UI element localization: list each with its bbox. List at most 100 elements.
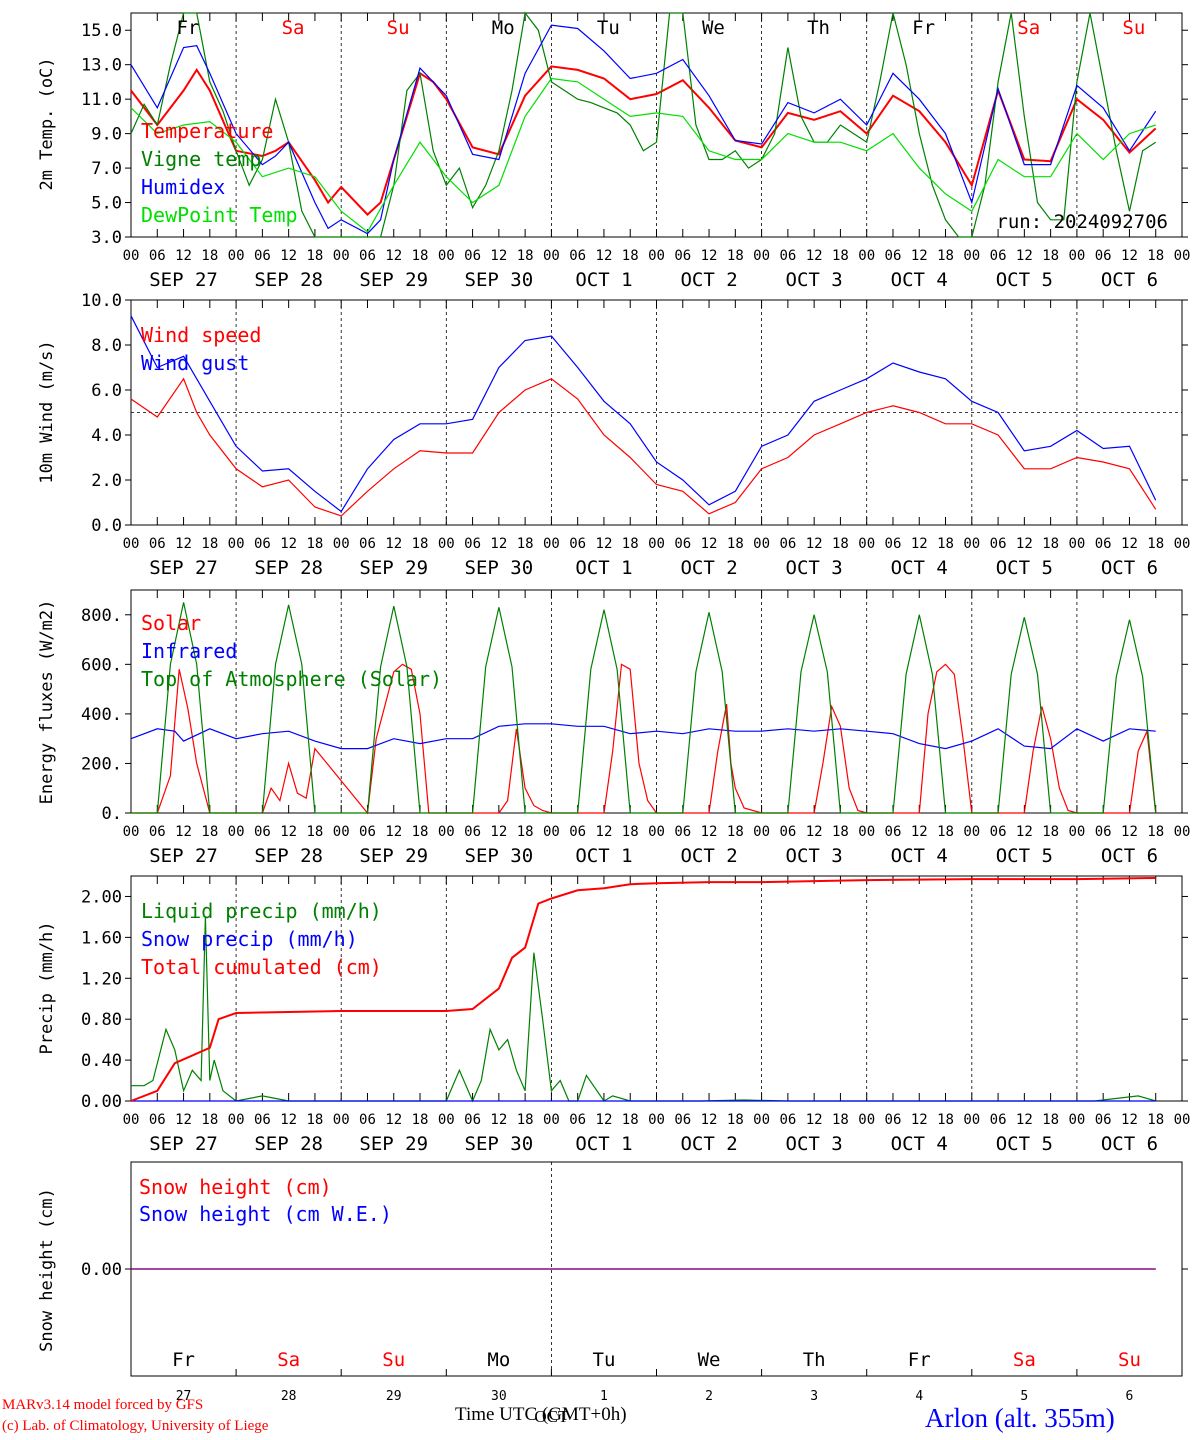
- panel-2-hour-label: 12: [911, 536, 928, 552]
- panel-2-date-label: OCT 1: [575, 557, 632, 579]
- panel-1-hour-label: 06: [885, 248, 902, 264]
- panel-3-y-tick-label: 200.: [81, 754, 122, 774]
- panel-2-hour-label: 12: [806, 536, 823, 552]
- panel-2-hour-label: 18: [201, 536, 218, 552]
- panel-3-hour-label: 06: [885, 824, 902, 840]
- panel-4-y-axis-label: Precip (mm/h): [37, 921, 57, 1054]
- day-number-label: 30: [491, 1389, 507, 1404]
- panel-2-hour-label: 06: [674, 536, 691, 552]
- panel-4-hour-label: 12: [175, 1112, 192, 1128]
- panel-2-hour-label: 12: [175, 536, 192, 552]
- credit-line-2: (c) Lab. of Climatology, University of L…: [2, 1418, 269, 1434]
- panel-2-hour-label: 00: [228, 536, 245, 552]
- panel-4-legend-entry: Liquid precip (mm/h): [141, 899, 382, 923]
- credit-line-1: MARv3.14 model forced by GFS: [2, 1397, 204, 1413]
- panel-1-hour-label: 12: [1121, 248, 1138, 264]
- panel-2-date-label: SEP 28: [254, 557, 323, 579]
- day-number-label: 6: [1126, 1389, 1134, 1404]
- panel-2-hour-label: 12: [490, 536, 507, 552]
- panel-4-date-label: SEP 29: [359, 1133, 428, 1155]
- panel-1-date-label: OCT 5: [996, 269, 1053, 291]
- panel-5-y-axis-label: Snow height (cm): [37, 1188, 57, 1352]
- panel-3-hour-label: 18: [201, 824, 218, 840]
- panel-1-series-dewpoint-temp: [130, 77, 1156, 233]
- panel-2-hour-label: 06: [149, 536, 166, 552]
- panel-2-y-tick-label: 0.0: [91, 516, 122, 536]
- panel-2-hour-label: 12: [1016, 536, 1033, 552]
- panel-2-y-tick-label: 2.0: [91, 471, 122, 491]
- panel-3-date-label: OCT 1: [575, 845, 632, 867]
- panel-1-date-label: OCT 1: [575, 269, 632, 291]
- weekday-label-bottom: Mo: [487, 1349, 510, 1371]
- panel-4-hour-label: 00: [123, 1112, 140, 1128]
- panel-3-series-infrared: [130, 723, 1156, 750]
- panel-1-date-label: SEP 30: [465, 269, 534, 291]
- panel-3-date-label: OCT 3: [786, 845, 843, 867]
- panel-4-hour-label: 18: [727, 1112, 744, 1128]
- panel-4-hour-label: 12: [385, 1112, 402, 1128]
- panel-3-hour-label: 00: [1174, 824, 1191, 840]
- panel-2-hour-label: 00: [1174, 536, 1191, 552]
- weekday-label-top: Mo: [492, 17, 515, 39]
- panel-1-hour-label: 00: [1174, 248, 1191, 264]
- panel-4-hour-label: 18: [1147, 1112, 1164, 1128]
- panel-3-hour-label: 00: [1068, 824, 1085, 840]
- panel-4-hour-label: 06: [990, 1112, 1007, 1128]
- panel-3-date-label: OCT 6: [1101, 845, 1158, 867]
- panel-2-hour-label: 18: [937, 536, 954, 552]
- panel-4-hour-label: 12: [490, 1112, 507, 1128]
- panel-1-y-tick-label: 15.0: [81, 21, 122, 41]
- panel-1-legend-entry: Vigne temp: [141, 147, 261, 171]
- panel-1-hour-label: 00: [963, 248, 980, 264]
- panel-1-hour-label: 06: [1095, 248, 1112, 264]
- panel-1-series-humidex: [130, 24, 1157, 235]
- panel-2-hour-label: 18: [306, 536, 323, 552]
- day-number-label: 27: [176, 1389, 192, 1404]
- panel-4-date-label: SEP 30: [465, 1133, 534, 1155]
- panel-2-hour-label: 00: [1068, 536, 1085, 552]
- panel-4-y-tick-label: 1.60: [81, 928, 122, 948]
- panel-1-hour-label: 18: [412, 248, 429, 264]
- panel-3-hour-label: 00: [648, 824, 665, 840]
- panel-2-hour-label: 06: [885, 536, 902, 552]
- panel-2-hour-label: 00: [123, 536, 140, 552]
- panel-4-date-label: OCT 4: [891, 1133, 948, 1155]
- panel-2-hour-label: 18: [412, 536, 429, 552]
- panel-3-date-label: OCT 5: [996, 845, 1053, 867]
- weekday-label-top: Fr: [912, 17, 935, 39]
- panel-3-date-label: OCT 2: [680, 845, 737, 867]
- panel-1-hour-label: 00: [753, 248, 770, 264]
- panel-4-hour-label: 18: [517, 1112, 534, 1128]
- panel-2-series-wind-speed: [130, 377, 1157, 517]
- panel-1-hour-label: 18: [937, 248, 954, 264]
- day-number-label: 4: [915, 1389, 923, 1404]
- panel-3-y-tick-label: 400.: [81, 705, 122, 725]
- panel-3-hour-label: 18: [412, 824, 429, 840]
- panel-4-hour-label: 12: [911, 1112, 928, 1128]
- panel-4-date-label: SEP 28: [254, 1133, 323, 1155]
- panel-1-hour-label: 00: [543, 248, 560, 264]
- panel-1-hour-label: 12: [596, 248, 613, 264]
- panel-4-hour-label: 12: [701, 1112, 718, 1128]
- panel-3-hour-label: 00: [333, 824, 350, 840]
- panel-2-hour-label: 06: [990, 536, 1007, 552]
- panel-1-date-label: SEP 27: [149, 269, 218, 291]
- panel-4-hour-label: 00: [648, 1112, 665, 1128]
- panel-3-y-tick-label: 800.: [81, 606, 122, 626]
- panel-1-legend-entry: Humidex: [141, 175, 225, 199]
- panel-4-hour-label: 00: [1068, 1112, 1085, 1128]
- panel-1-hour-label: 18: [306, 248, 323, 264]
- panel-1-hour-label: 12: [911, 248, 928, 264]
- panel-2-date-label: OCT 4: [891, 557, 948, 579]
- weekday-label-bottom: Th: [803, 1349, 826, 1371]
- panel-2-hour-label: 00: [438, 536, 455, 552]
- panel-1-hour-label: 18: [622, 248, 639, 264]
- panel-2-hour-label: 12: [385, 536, 402, 552]
- panel-1-date-label: SEP 28: [254, 269, 323, 291]
- panel-5-y-tick-label: 0.00: [81, 1260, 122, 1280]
- panel-1-date-label: SEP 29: [359, 269, 428, 291]
- panel-4-hour-label: 00: [438, 1112, 455, 1128]
- weekday-label-top: Tu: [597, 17, 620, 39]
- panel-2-date-label: SEP 30: [465, 557, 534, 579]
